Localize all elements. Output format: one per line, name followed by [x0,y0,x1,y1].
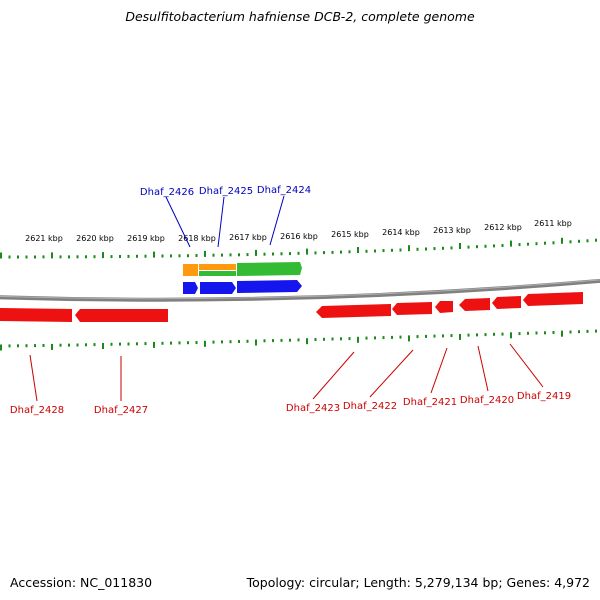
gene-label-dhaf-2421[interactable]: Dhaf_2421 [403,397,457,408]
forward-gene-features [183,262,302,294]
scale-label: 2615 kbp [331,230,369,239]
genome-backbone-highlight [0,279,600,300]
scale-label: 2612 kbp [484,223,522,232]
gene-arrow-red[interactable] [459,298,490,311]
leader-line [217,196,225,248]
forward-gene-labels: Dhaf_2426 Dhaf_2425 Dhaf_2424 [140,185,311,248]
leader-line [165,196,191,248]
gene-arrow-red[interactable] [523,292,583,306]
reverse-gene-features [0,292,583,322]
scale-label: 2617 kbp [229,233,267,242]
gene-label-dhaf-2425[interactable]: Dhaf_2425 [199,186,253,197]
gene-label-dhaf-2423[interactable]: Dhaf_2423 [286,403,340,414]
gene-arrow-orange[interactable] [183,264,198,276]
gene-arrow-green[interactable] [237,262,302,276]
leader-line [430,347,448,394]
reverse-gene-labels: Dhaf_2428 Dhaf_2427 Dhaf_2423 Dhaf_2422 … [10,343,571,416]
scale-label: 2616 kbp [280,232,318,241]
gene-arrow-red[interactable] [435,301,453,313]
gene-arrow-blue[interactable] [200,282,236,294]
leader-line [477,345,489,392]
scale-label: 2621 kbp [25,234,63,243]
gene-label-dhaf-2419[interactable]: Dhaf_2419 [517,391,571,402]
leader-line [509,343,544,388]
leader-line [312,351,355,400]
gene-label-dhaf-2427[interactable]: Dhaf_2427 [94,405,148,416]
leader-line [269,195,285,246]
scale-label: 2613 kbp [433,226,471,235]
leader-line [29,354,38,402]
accession-text: Accession: NC_011830 [10,575,153,590]
scale-label: 2619 kbp [127,234,165,243]
scale-label: 2614 kbp [382,228,420,237]
gene-arrow-red[interactable] [0,308,72,322]
gene-label-dhaf-2420[interactable]: Dhaf_2420 [460,395,514,406]
leader-line [369,349,414,398]
scale-label: 2618 kbp [178,234,216,243]
genome-summary-text: Topology: circular; Length: 5,279,134 bp… [246,575,590,590]
gene-arrow-red[interactable] [492,296,521,309]
genome-backbone [0,278,600,302]
gene-label-dhaf-2428[interactable]: Dhaf_2428 [10,405,64,416]
gene-arrow-red[interactable] [392,302,432,315]
gene-arrow-green[interactable] [199,271,236,276]
gene-arrow-red[interactable] [75,309,168,322]
scale-label: 2620 kbp [76,234,114,243]
outer-tick-marks [0,237,597,259]
gene-arrow-blue[interactable] [237,280,302,293]
gene-label-dhaf-2424[interactable]: Dhaf_2424 [257,185,311,196]
gene-arrow-red[interactable] [316,304,391,318]
map-title: Desulfitobacterium hafniense DCB-2, comp… [125,9,475,24]
gene-arrow-orange[interactable] [199,264,236,270]
gene-label-dhaf-2422[interactable]: Dhaf_2422 [343,401,397,412]
gene-arrow-blue[interactable] [183,282,198,294]
scale-label: 2611 kbp [534,219,572,228]
scale-labels: 2621 kbp 2620 kbp 2619 kbp 2618 kbp 2617 kbp… [25,219,572,243]
gene-label-dhaf-2426[interactable]: Dhaf_2426 [140,187,194,198]
inner-tick-marks [0,329,597,351]
